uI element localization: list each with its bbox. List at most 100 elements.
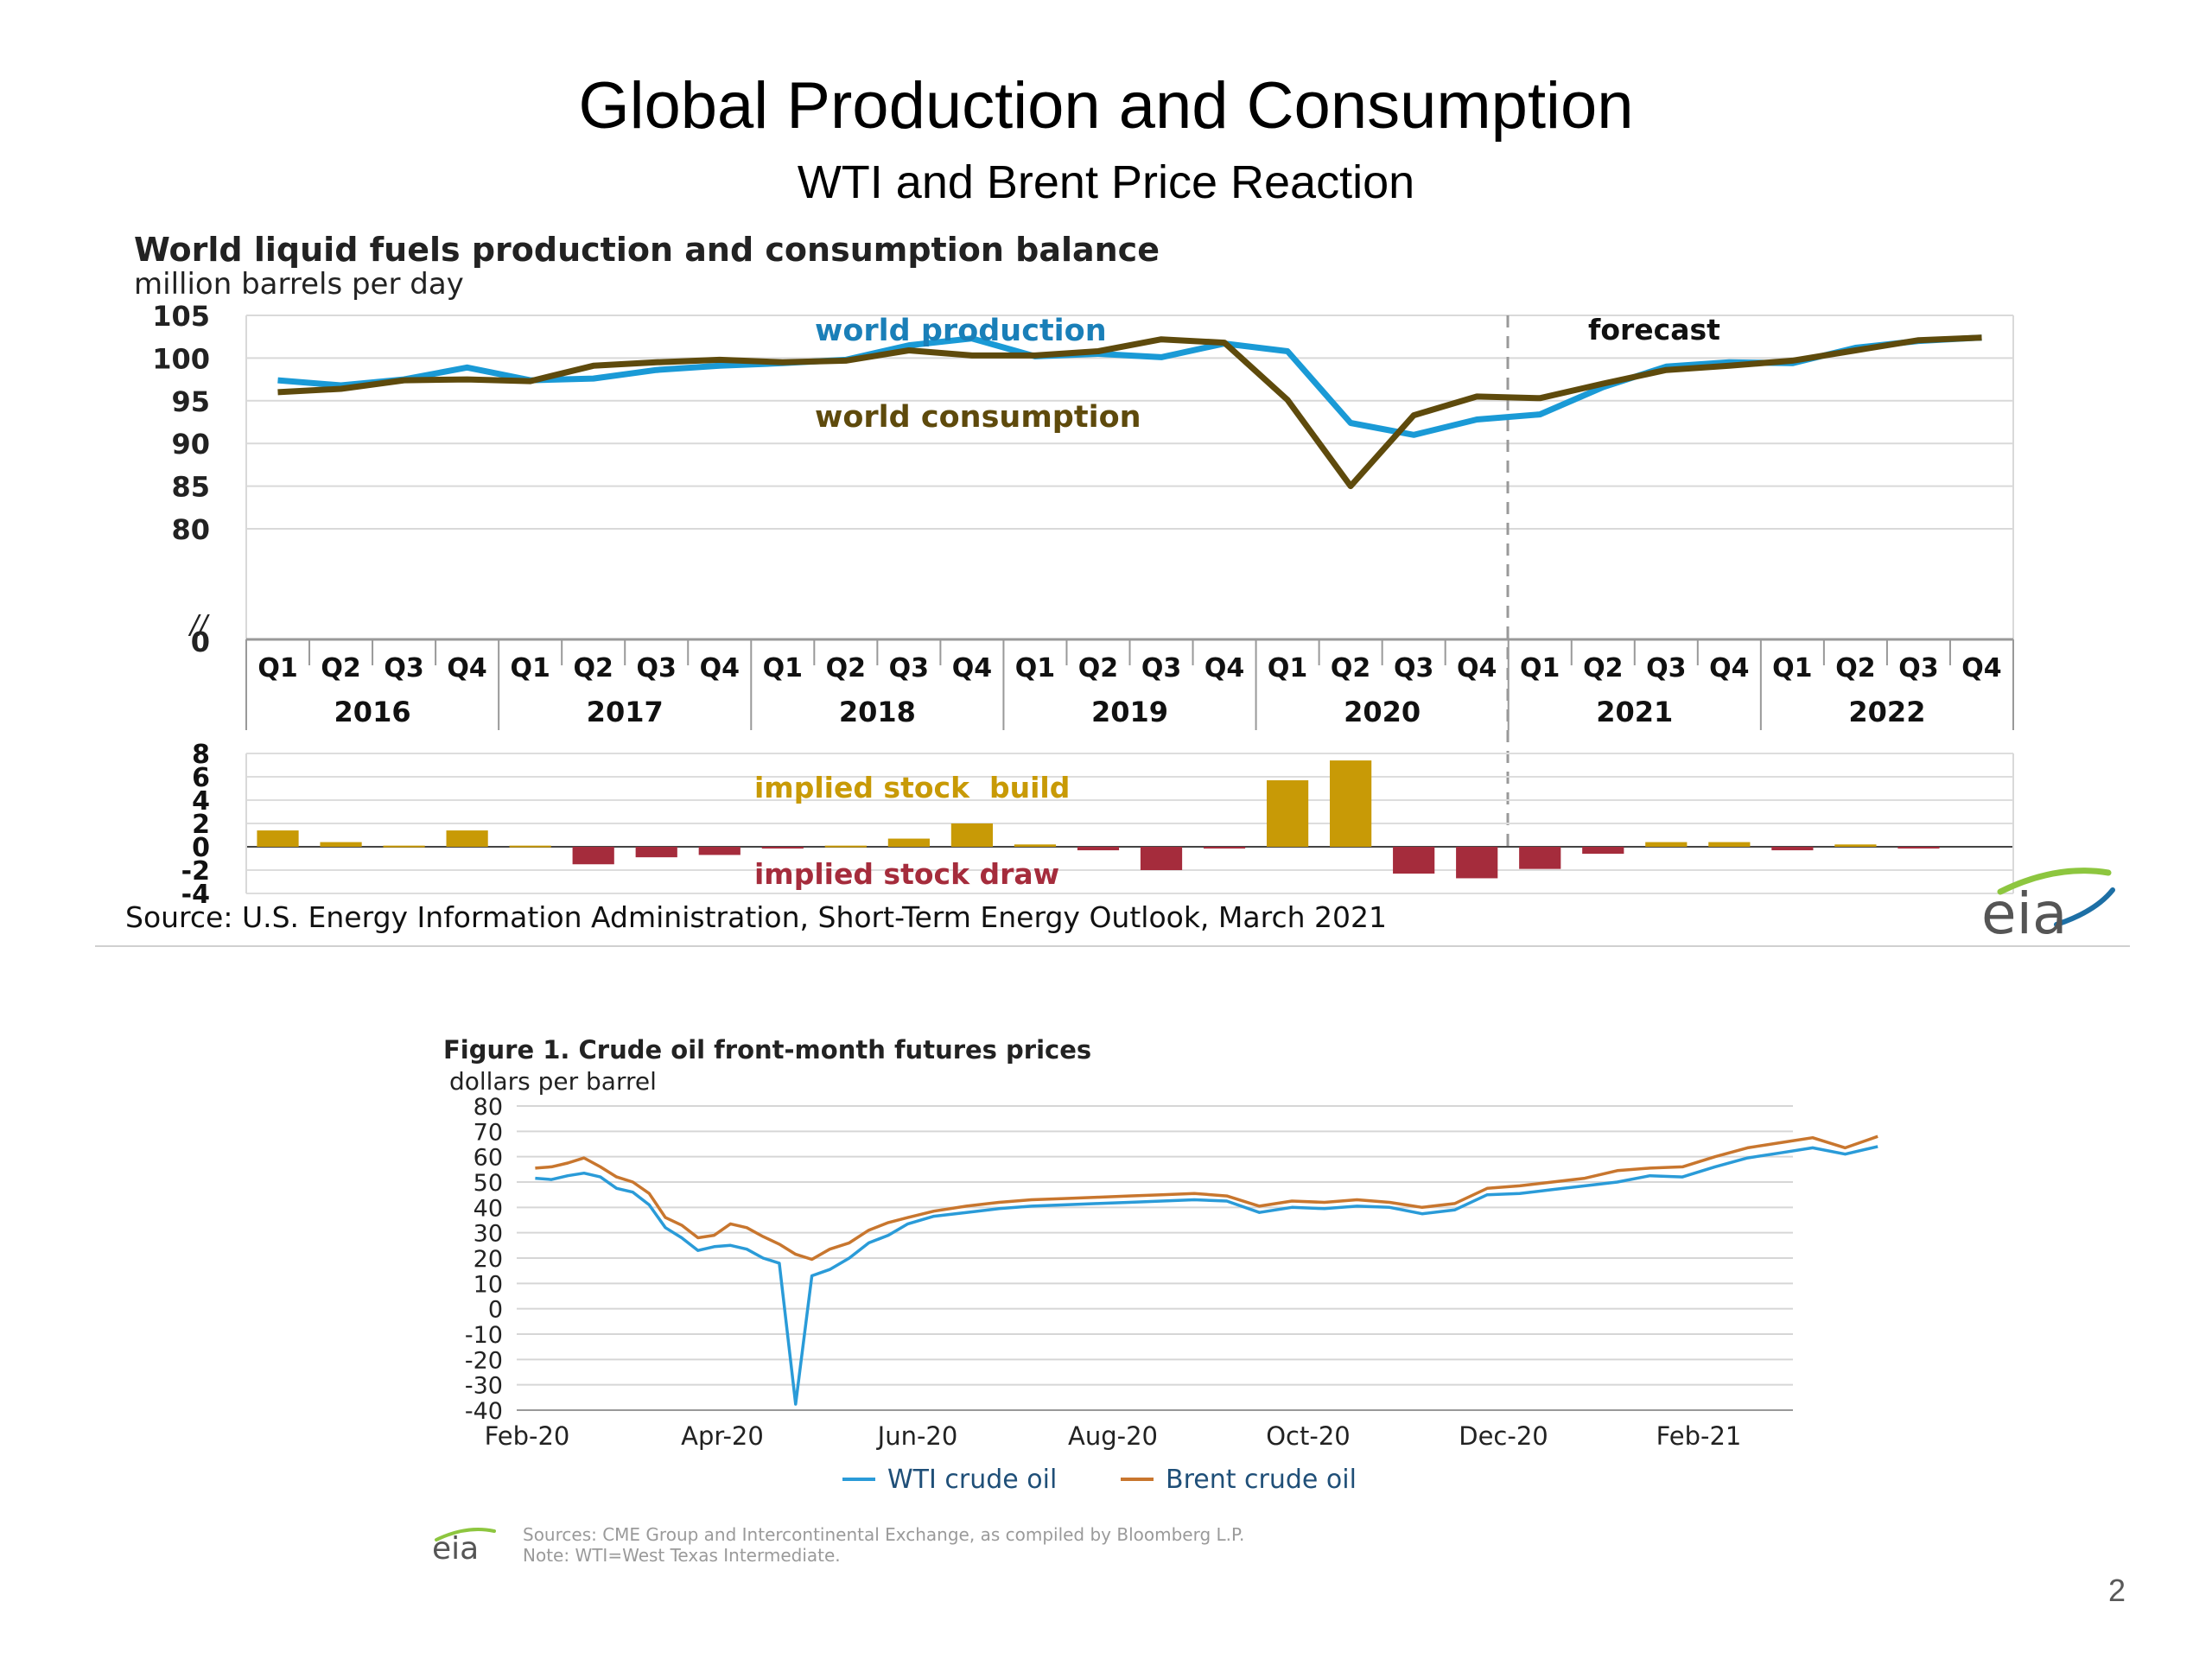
eia-logo-small-swoosh — [435, 1528, 496, 1541]
world-production-label: world production — [815, 314, 1107, 348]
quarter-tick-label: Q4 — [700, 653, 740, 683]
chart2-y-tick: 20 — [474, 1246, 503, 1273]
quarter-tick-label: Q4 — [1709, 653, 1749, 683]
stock-chart-y-tick: 6 — [192, 763, 210, 793]
eia-logo-swoosh — [1997, 868, 2112, 895]
stock-chart-y-tick: 2 — [192, 810, 210, 840]
stock-draw-bar — [1897, 847, 1940, 849]
stock-chart-y-tick: 8 — [192, 740, 210, 770]
quarter-tick-label: Q2 — [574, 653, 613, 683]
stock-draw-bar — [1203, 847, 1246, 849]
quarter-tick-label: Q2 — [1078, 653, 1118, 683]
quarter-tick-label: Q1 — [510, 653, 550, 683]
chart2-y-tick: 10 — [474, 1271, 503, 1298]
crude-oil-futures-chart: Figure 1. Crude oil front-month futures … — [432, 1035, 1878, 1567]
stock-build-bar — [1834, 844, 1877, 847]
chart2-x-tick: Apr-20 — [681, 1421, 764, 1451]
quarter-tick-label: Q3 — [889, 653, 929, 683]
quarter-tick-label: Q1 — [1268, 653, 1307, 683]
eia-logo-bottom: eia — [432, 1528, 496, 1567]
year-tick-label: 2022 — [1848, 696, 1925, 728]
quarter-tick-label: Q1 — [1772, 653, 1812, 683]
implied-stock-draw-label: implied stock draw — [754, 857, 1059, 891]
quarter-tick-label: Q1 — [257, 653, 297, 683]
quarter-tick-label: Q1 — [1015, 653, 1055, 683]
page-number: 2 — [2107, 1573, 2126, 1608]
year-tick-label: 2017 — [587, 696, 664, 728]
stock-build-bar — [446, 830, 488, 847]
stock-draw-bar — [1140, 847, 1183, 870]
chart1-y-tick-labels: 0 80 85 90 95 100 105 — [152, 300, 210, 658]
chart2-x-tick: Dec-20 — [1459, 1421, 1548, 1451]
eia-logo-swoosh-blue — [2054, 887, 2115, 927]
year-tick-label: 2018 — [839, 696, 916, 728]
chart2-y-tick: 70 — [474, 1119, 503, 1146]
chart2-y-tick: -10 — [465, 1322, 503, 1349]
chart2-units: dollars per barrel — [449, 1067, 657, 1096]
stock-build-bar — [1014, 844, 1057, 847]
chart1-y-tick: 80 — [171, 513, 210, 546]
chart2-note: Note: WTI=West Texas Intermediate. — [523, 1545, 841, 1566]
quarter-tick-label: Q4 — [1205, 653, 1244, 683]
wti-price-line — [535, 1145, 1878, 1406]
chart1-y-tick: 105 — [152, 300, 210, 333]
slide-subtitle: WTI and Brent Price Reaction — [797, 156, 1415, 208]
year-tick-label: 2020 — [1344, 696, 1421, 728]
stock-chart-y-tick: -4 — [181, 880, 210, 910]
chart1-units: million barrels per day — [134, 267, 464, 302]
year-tick-label: 2019 — [1091, 696, 1168, 728]
stock-draw-bar — [1519, 847, 1561, 869]
stock-draw-bar — [572, 847, 614, 865]
stock-chart-bars — [257, 760, 1940, 879]
quarter-tick-label: Q3 — [384, 653, 423, 683]
chart1-y-tick: 85 — [171, 471, 210, 504]
quarter-tick-label: Q4 — [447, 653, 486, 683]
chart1-y-tick: 95 — [171, 385, 210, 418]
world-production-line — [277, 334, 1982, 438]
quarter-tick-label: Q2 — [1835, 653, 1875, 683]
quarter-tick-label: Q3 — [1141, 653, 1181, 683]
stock-draw-bar — [1771, 847, 1814, 851]
stock-build-bar — [950, 823, 994, 847]
stock-build-bar — [824, 845, 867, 848]
eia-logo-small-text: eia — [432, 1531, 479, 1567]
stock-build-bar — [320, 842, 362, 847]
chart2-x-tick: Aug-20 — [1068, 1421, 1158, 1451]
stock-chart-y-tick: 4 — [192, 786, 210, 817]
chart1-source: Source: U.S. Energy Information Administ… — [125, 900, 1387, 934]
stock-build-bar — [1266, 780, 1309, 847]
quarter-tick-label: Q1 — [763, 653, 803, 683]
quarter-tick-label: Q3 — [637, 653, 677, 683]
stock-draw-bar — [1077, 847, 1120, 851]
chart1-y-tick: 0 — [191, 626, 210, 658]
chart2-y-tick: 60 — [474, 1145, 503, 1172]
quarter-tick-label: Q3 — [1394, 653, 1433, 683]
chart2-series — [535, 1135, 1878, 1406]
implied-stock-build-label: implied stock build — [754, 771, 1070, 804]
stock-build-bar — [1645, 842, 1688, 847]
stock-build-bar — [1708, 842, 1751, 847]
chart2-x-tick-labels: Feb-20 Apr-20 Jun-20 Aug-20 Oct-20 Dec-20 Feb-… — [485, 1421, 1742, 1451]
quarter-tick-label: Q3 — [1646, 653, 1686, 683]
brent-price-line — [535, 1135, 1878, 1262]
legend-wti-label: WTI crude oil — [887, 1465, 1057, 1495]
stock-draw-bar — [1393, 847, 1435, 874]
chart2-x-tick: Oct-20 — [1266, 1421, 1351, 1451]
quarter-tick-label: Q2 — [826, 653, 866, 683]
stock-build-bar — [509, 845, 551, 848]
chart2-y-tick: -30 — [465, 1373, 503, 1400]
chart2-title: Figure 1. Crude oil front-month futures … — [443, 1035, 1091, 1065]
chart2-x-tick: Feb-20 — [485, 1421, 570, 1451]
stock-draw-bar — [635, 847, 677, 858]
quarter-tick-label: Q2 — [1331, 653, 1370, 683]
year-tick-label: 2021 — [1596, 696, 1673, 728]
quarter-tick-label: Q2 — [1583, 653, 1623, 683]
chart2-y-tick: -40 — [465, 1398, 503, 1425]
eia-logo-top: eia — [1981, 868, 2115, 947]
world-consumption-line — [277, 334, 1982, 490]
quarter-tick-label: Q3 — [1898, 653, 1938, 683]
stock-build-bar — [1330, 760, 1372, 847]
chart1-title: World liquid fuels production and consum… — [134, 231, 1160, 269]
quarter-tick-label: Q2 — [321, 653, 360, 683]
